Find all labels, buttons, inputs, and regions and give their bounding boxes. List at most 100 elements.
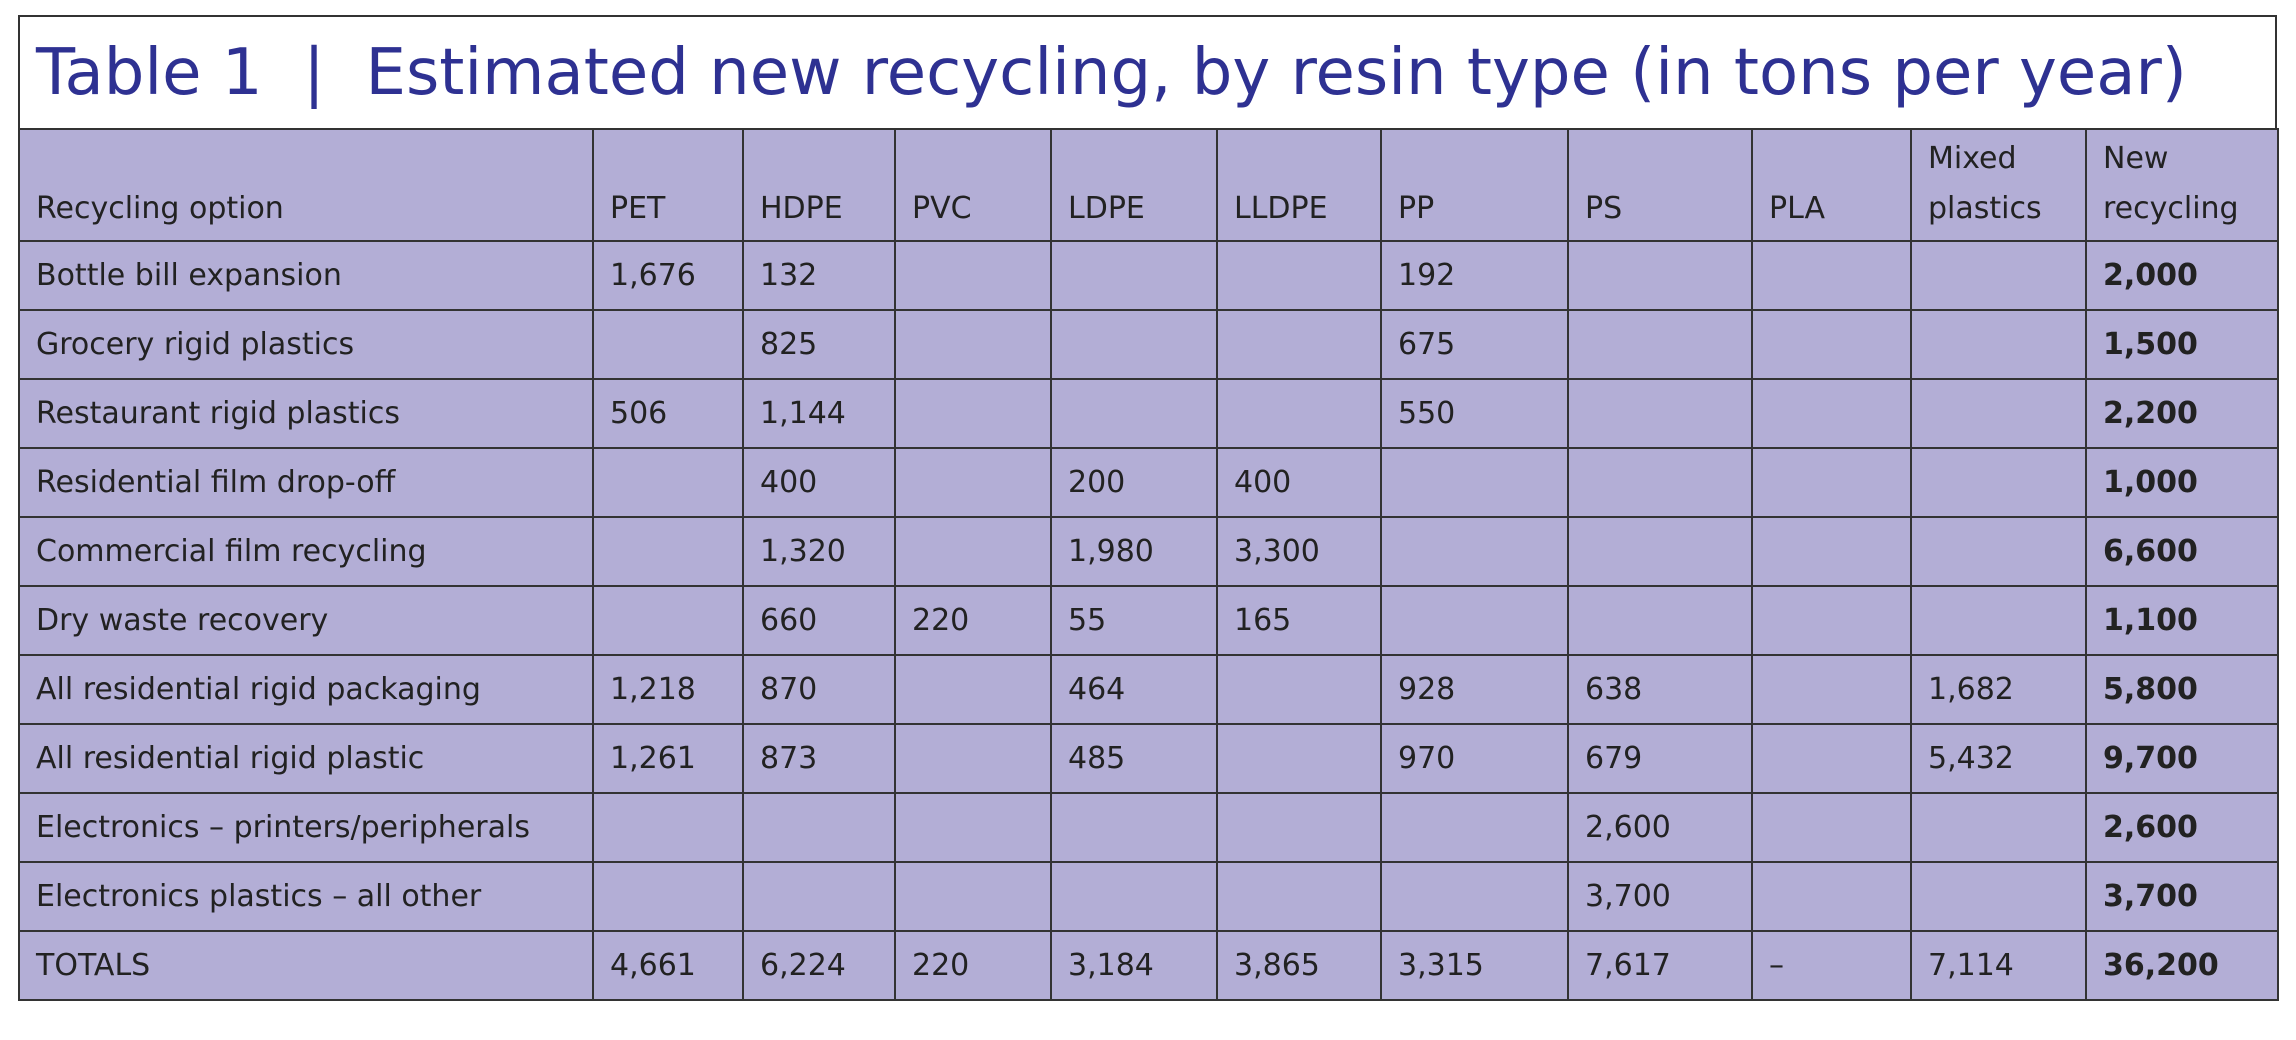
table-cell	[1216, 792, 1382, 863]
row-label: Electronics – printers/peripherals	[18, 792, 594, 863]
table-cell	[1910, 861, 2087, 932]
table-cell	[894, 654, 1052, 725]
table-cell	[1380, 516, 1569, 587]
table-cell	[1380, 447, 1569, 518]
table-body: Bottle bill expansion 1,676 132 192 2,000 Gro…	[18, 240, 2279, 1001]
row-label: Grocery rigid plastics	[18, 309, 594, 380]
table-cell	[1910, 516, 2087, 587]
table-cell: 55	[1050, 585, 1218, 656]
table-row: Dry waste recovery 660 220 55 165 1,100	[18, 585, 2279, 656]
table-cell: 550	[1380, 378, 1569, 449]
table-cell	[592, 447, 744, 518]
row-label: Commercial film recycling	[18, 516, 594, 587]
data-table: Recycling option PET HDPE PVC LDPE LLDPE PP PS P…	[18, 128, 2279, 1001]
table-figure: Table 1 | Estimated new recycling, by re…	[18, 15, 2279, 1001]
row-label: Bottle bill expansion	[18, 240, 594, 311]
column-header: Recycling option	[18, 128, 594, 242]
table-cell	[1751, 723, 1912, 794]
table-cell: 2,600	[2085, 792, 2279, 863]
table-cell	[1050, 240, 1218, 311]
table-cell	[1910, 792, 2087, 863]
table-cell: 675	[1380, 309, 1569, 380]
table-cell: 3,865	[1216, 930, 1382, 1001]
table-row: Restaurant rigid plastics 506 1,144 550 2,20…	[18, 378, 2279, 449]
table-cell	[894, 309, 1052, 380]
row-label: Dry waste recovery	[18, 585, 594, 656]
column-header: Mixed plastics	[1910, 128, 2087, 242]
table-cell	[1567, 240, 1753, 311]
table-cell: 1,320	[742, 516, 896, 587]
table-cell: 1,100	[2085, 585, 2279, 656]
table-cell: 485	[1050, 723, 1218, 794]
table-cell: 3,315	[1380, 930, 1569, 1001]
table-cell	[1910, 378, 2087, 449]
table-cell: 2,200	[2085, 378, 2279, 449]
table-cell	[1567, 378, 1753, 449]
table-cell	[1751, 516, 1912, 587]
table-row: Residential film drop-off 400 200 400 1,000	[18, 447, 2279, 518]
table-cell: –	[1751, 930, 1912, 1001]
column-header: New recycling	[2085, 128, 2279, 242]
table-cell: 220	[894, 585, 1052, 656]
table-cell	[742, 792, 896, 863]
table-cell	[742, 861, 896, 932]
table-cell	[1751, 309, 1912, 380]
table-cell	[1567, 516, 1753, 587]
table-cell: 825	[742, 309, 896, 380]
table-cell	[1567, 585, 1753, 656]
table-cell: 9,700	[2085, 723, 2279, 794]
table-cell	[894, 723, 1052, 794]
table-cell	[592, 585, 744, 656]
table-cell: 638	[1567, 654, 1753, 725]
table-cell	[1050, 861, 1218, 932]
table-cell	[1216, 309, 1382, 380]
table-row: Grocery rigid plastics 825 675 1,500	[18, 309, 2279, 380]
table-cell	[1751, 378, 1912, 449]
table-cell	[1751, 654, 1912, 725]
table-cell: 660	[742, 585, 896, 656]
table-cell: 679	[1567, 723, 1753, 794]
table-cell	[1751, 792, 1912, 863]
table-cell	[894, 240, 1052, 311]
table-cell: 220	[894, 930, 1052, 1001]
table-cell	[894, 861, 1052, 932]
table-cell: 464	[1050, 654, 1218, 725]
table-cell: 6,224	[742, 930, 896, 1001]
table-cell: 132	[742, 240, 896, 311]
table-cell: 1,261	[592, 723, 744, 794]
table-cell	[1380, 792, 1569, 863]
table-row: All residential rigid plastic 1,261 873 485…	[18, 723, 2279, 794]
table-cell: 400	[1216, 447, 1382, 518]
table-cell	[1751, 585, 1912, 656]
table-cell: 1,980	[1050, 516, 1218, 587]
table-cell: 192	[1380, 240, 1569, 311]
table-cell	[1216, 378, 1382, 449]
table-cell: 970	[1380, 723, 1569, 794]
table-cell: 5,432	[1910, 723, 2087, 794]
table-cell	[1216, 861, 1382, 932]
table-cell	[1910, 585, 2087, 656]
table-cell	[1751, 861, 1912, 932]
column-header: PS	[1567, 128, 1753, 242]
row-label: All residential rigid packaging	[18, 654, 594, 725]
table-cell: 200	[1050, 447, 1218, 518]
table-row: Commercial film recycling 1,320 1,980 3,300…	[18, 516, 2279, 587]
table-cell	[1050, 792, 1218, 863]
table-cell	[1050, 309, 1218, 380]
table-cell	[894, 447, 1052, 518]
table-cell: 2,000	[2085, 240, 2279, 311]
table-cell: 7,114	[1910, 930, 2087, 1001]
table-row: Electronics plastics – all other 3,700 3,7…	[18, 861, 2279, 932]
column-header: HDPE	[742, 128, 896, 242]
table-row: Electronics – printers/peripherals 2,600 2…	[18, 792, 2279, 863]
table-cell: 400	[742, 447, 896, 518]
table-cell	[1751, 240, 1912, 311]
table-cell	[1567, 309, 1753, 380]
table-cell	[1380, 585, 1569, 656]
table-cell: 3,300	[1216, 516, 1382, 587]
table-cell	[1216, 723, 1382, 794]
column-header: PVC	[894, 128, 1052, 242]
table-cell: 165	[1216, 585, 1382, 656]
column-header: LDPE	[1050, 128, 1218, 242]
table-cell	[592, 792, 744, 863]
